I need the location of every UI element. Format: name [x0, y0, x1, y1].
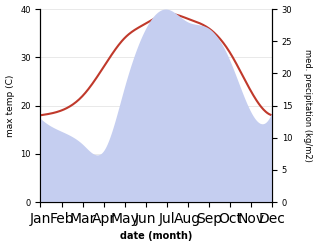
X-axis label: date (month): date (month) — [120, 231, 192, 242]
Y-axis label: med. precipitation (kg/m2): med. precipitation (kg/m2) — [303, 49, 313, 162]
Y-axis label: max temp (C): max temp (C) — [5, 74, 15, 137]
